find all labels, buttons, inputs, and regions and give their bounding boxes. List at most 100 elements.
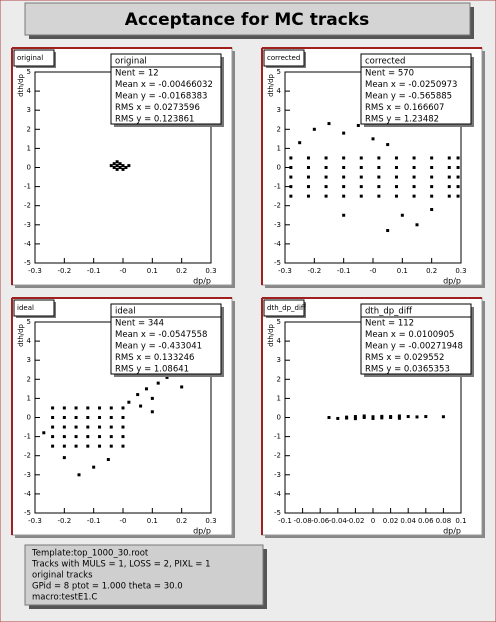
y-tick-label: 1 xyxy=(27,394,31,402)
stats-line: RMS x = 0.0273596 xyxy=(115,103,200,113)
stats-box xyxy=(110,53,222,125)
x-tick-label: 0.3 xyxy=(205,517,216,525)
y-tick-label: -3 xyxy=(274,471,281,479)
point xyxy=(430,185,434,189)
point xyxy=(359,194,363,198)
point xyxy=(74,425,78,429)
point xyxy=(386,143,390,147)
point xyxy=(121,435,125,439)
point xyxy=(456,194,460,198)
point xyxy=(306,156,310,160)
point xyxy=(98,444,102,448)
stats-box xyxy=(110,303,222,375)
point xyxy=(42,431,46,435)
y-axis-label: dth/dp xyxy=(17,73,25,96)
y-tick-label: 2 xyxy=(277,375,281,383)
y-tick-label: 4 xyxy=(27,87,32,95)
x-axis-label: dp/p xyxy=(443,527,461,536)
stats-line: Mean x = -0.00466032 xyxy=(115,80,213,90)
point xyxy=(86,444,90,448)
x-tick-label: -0.3 xyxy=(28,267,42,275)
point xyxy=(377,194,381,198)
point xyxy=(327,416,331,419)
point xyxy=(289,185,293,189)
point xyxy=(377,175,381,179)
info-line: Template:top_1000_30.root xyxy=(31,549,149,559)
y-tick-label: 5 xyxy=(277,68,281,76)
point xyxy=(86,435,90,439)
point xyxy=(353,415,357,419)
y-tick-label: -4 xyxy=(24,240,32,248)
stats-line: Mean y = -0.433041 xyxy=(115,342,202,352)
point xyxy=(441,415,445,419)
point xyxy=(394,185,398,189)
point xyxy=(98,435,102,439)
x-tick-label: 0.2 xyxy=(176,267,187,275)
y-tick-label: -3 xyxy=(24,221,31,229)
pad-label: ideal xyxy=(17,304,34,312)
point xyxy=(430,208,434,212)
point xyxy=(456,156,460,160)
pad-label: dth_dp_diff xyxy=(267,304,306,312)
point xyxy=(345,416,349,420)
stats-title: ideal xyxy=(115,307,136,317)
x-tick-label: -0.3 xyxy=(28,517,42,525)
point xyxy=(62,416,66,419)
point xyxy=(415,415,419,419)
point xyxy=(359,166,363,169)
x-tick-label: -0.1 xyxy=(87,517,101,525)
stats-line: RMS y = 1.23482 xyxy=(365,115,439,125)
point xyxy=(359,175,363,179)
point xyxy=(86,416,90,419)
point xyxy=(74,416,78,419)
point xyxy=(62,435,66,439)
point xyxy=(124,166,128,169)
point xyxy=(109,164,113,168)
point xyxy=(51,435,55,439)
point xyxy=(412,175,416,179)
point xyxy=(112,162,116,166)
x-tick-label: -0.04 xyxy=(329,517,348,525)
y-tick-label: 3 xyxy=(27,106,31,114)
x-tick-label: 0.2 xyxy=(426,267,437,275)
point xyxy=(121,406,125,410)
label-box xyxy=(13,49,55,67)
point xyxy=(353,417,357,421)
info-box xyxy=(24,544,264,606)
point xyxy=(150,396,154,400)
point xyxy=(92,465,96,469)
y-tick-label: -5 xyxy=(274,509,281,517)
point xyxy=(324,175,328,179)
title-box xyxy=(24,2,471,36)
point xyxy=(62,406,66,410)
point xyxy=(342,131,346,135)
label-box xyxy=(263,49,305,67)
point xyxy=(342,185,346,189)
x-tick-label: 0.1 xyxy=(397,267,408,275)
stats-line: RMS y = 1.08641 xyxy=(115,365,189,375)
point xyxy=(336,416,340,420)
stats-title: dth_dp_diff xyxy=(365,307,413,317)
point xyxy=(342,156,346,160)
point xyxy=(342,213,346,217)
point xyxy=(109,416,113,419)
point xyxy=(180,385,184,389)
point xyxy=(371,137,375,141)
point xyxy=(424,415,428,419)
stats-line: Mean x = -0.0250973 xyxy=(365,80,457,90)
stats-line: Nent = 344 xyxy=(115,319,164,329)
x-tick-label: -0.1 xyxy=(87,267,101,275)
point xyxy=(144,387,148,391)
stats-line: Mean y = -0.00271948 xyxy=(365,342,463,352)
point xyxy=(121,444,125,448)
point xyxy=(412,166,416,169)
point xyxy=(394,156,398,160)
x-tick-label: 0.1 xyxy=(455,517,466,525)
point xyxy=(456,175,460,179)
y-tick-label: -3 xyxy=(274,221,281,229)
y-tick-label: 1 xyxy=(27,144,31,152)
x-tick-label: 0.04 xyxy=(400,517,416,525)
x-axis-label: dp/p xyxy=(443,277,461,286)
point xyxy=(412,194,416,198)
info-line: macro:testE1.C xyxy=(32,593,97,603)
